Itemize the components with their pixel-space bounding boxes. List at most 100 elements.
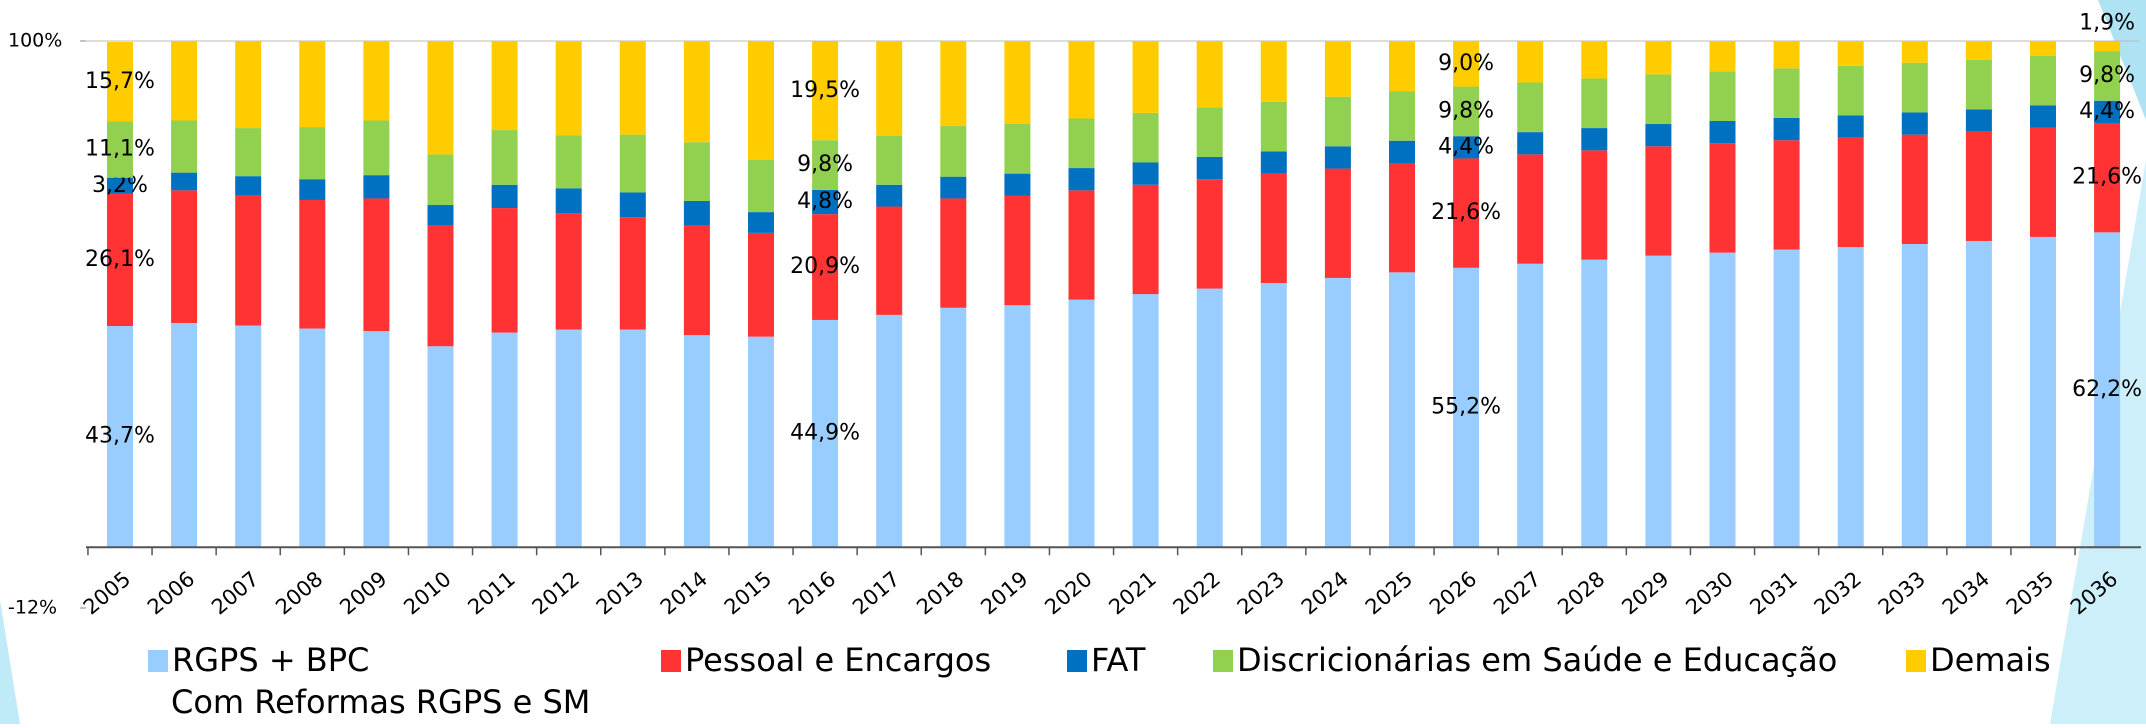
bar-segment [1260, 151, 1287, 174]
data-label: 4,4% [2079, 99, 2135, 124]
bar-segment [1324, 41, 1351, 97]
bar-segment [1645, 124, 1672, 147]
x-tick-label: 2021 [1104, 567, 1160, 620]
data-label: 62,2% [2072, 377, 2142, 402]
bar-segment [363, 175, 390, 199]
y-tick-label: 100% [8, 30, 62, 52]
bar-segment [491, 130, 518, 185]
bar-segment [1324, 96, 1351, 147]
legend-label: RGPS + BPC [172, 641, 369, 679]
legend-label: Discricionárias em Saúde e Educação [1237, 641, 1837, 679]
bar-segment [1260, 101, 1287, 152]
bar-segment [1453, 86, 1480, 137]
bar-segment [1901, 62, 1928, 113]
decoration [2098, 0, 2146, 120]
bar-segment [1389, 140, 1415, 164]
bar-segment [1901, 41, 1928, 63]
bar-segment [1581, 78, 1608, 129]
bar-segment [1965, 41, 1992, 60]
legend-swatch [148, 650, 168, 672]
bar-segment [1389, 163, 1415, 273]
data-label: 44,9% [790, 421, 860, 446]
legend-label: Pessoal e Encargos [685, 641, 991, 679]
bar-segment [1132, 112, 1159, 163]
bar-segment [940, 41, 967, 127]
bar-segment [1453, 41, 1480, 87]
x-tick-label: 2012 [528, 567, 584, 620]
bar-segment [812, 140, 839, 190]
bar-segment [1709, 252, 1736, 548]
bar-segment [1324, 146, 1351, 169]
bar-segment [1837, 247, 1864, 548]
bar-segment [299, 179, 326, 200]
x-tick-label: 2019 [976, 567, 1032, 620]
bar-segment [1004, 305, 1031, 548]
bar-segment [491, 184, 518, 209]
bar-segment [1132, 162, 1159, 185]
bar-segment [235, 128, 262, 177]
bar-segment [427, 205, 454, 226]
bar-segment [1196, 156, 1223, 180]
bar-segment [555, 41, 582, 136]
x-tick-label: 2025 [1361, 567, 1417, 620]
data-label: 43,7% [85, 424, 155, 449]
x-tick-label: 2008 [271, 567, 327, 620]
bar-segment [876, 135, 903, 185]
data-label: 9,8% [2079, 63, 2135, 88]
bar-segment [940, 198, 967, 308]
bar-segment [1324, 168, 1351, 278]
bar-segment [748, 159, 774, 213]
x-tick-label: 2016 [784, 567, 840, 620]
x-tick-label: 2013 [592, 567, 648, 620]
x-tick-label: 2029 [1617, 567, 1673, 620]
bar-segment [1196, 179, 1223, 289]
bar-segment [1196, 107, 1223, 157]
data-label: 21,6% [1431, 200, 1501, 225]
bar-segment [1581, 150, 1608, 260]
bar-segment [1517, 263, 1544, 548]
bar-segment [107, 121, 133, 178]
bar-segment [940, 176, 967, 199]
data-label: 55,2% [1431, 395, 1501, 420]
bar-segment [748, 336, 774, 548]
bar-segment [1389, 272, 1415, 548]
bar-segment [1132, 41, 1159, 113]
bar-segment [1773, 249, 1800, 548]
bar-segment [555, 135, 582, 189]
bar-segment [2030, 127, 2056, 237]
bar-segment [1709, 143, 1736, 253]
bar-segment [876, 206, 903, 315]
bar-segment [619, 217, 646, 330]
bar-segment [1901, 134, 1928, 245]
x-tick-label: 2031 [1745, 567, 1801, 620]
bar-segment [1965, 59, 1992, 110]
bar-segment [876, 41, 903, 136]
legend-swatch [1067, 650, 1087, 672]
data-label: 1,9% [2079, 11, 2135, 36]
bar-segment [1004, 173, 1031, 196]
bar-segment [1709, 41, 1736, 72]
legend-label: Demais [1930, 641, 2051, 679]
data-label: 26,1% [85, 247, 155, 272]
bar-segment [1132, 294, 1159, 548]
x-tick-label: 2027 [1489, 567, 1545, 620]
legend-swatch [1906, 650, 1926, 672]
bar-segment [1517, 132, 1544, 155]
bar-segment [1773, 140, 1800, 250]
data-label: 15,7% [85, 69, 155, 94]
bar-segment [491, 208, 518, 333]
x-tick-label: 2032 [1810, 567, 1866, 620]
x-tick-label: 2028 [1553, 567, 1609, 620]
bar-segment [1389, 41, 1415, 92]
bar-segment [1965, 109, 1992, 132]
bar-segment [1196, 41, 1223, 108]
bar-segment [1517, 154, 1544, 264]
bar-segment [1645, 41, 1672, 75]
bar-segment [1581, 128, 1608, 151]
x-tick-label: 2014 [656, 567, 712, 620]
bar-segment [171, 41, 198, 121]
bar-segment [812, 41, 839, 141]
bar-segment [1901, 244, 1928, 548]
x-tick-label: 2009 [335, 567, 391, 620]
bar-segment [1068, 299, 1095, 548]
